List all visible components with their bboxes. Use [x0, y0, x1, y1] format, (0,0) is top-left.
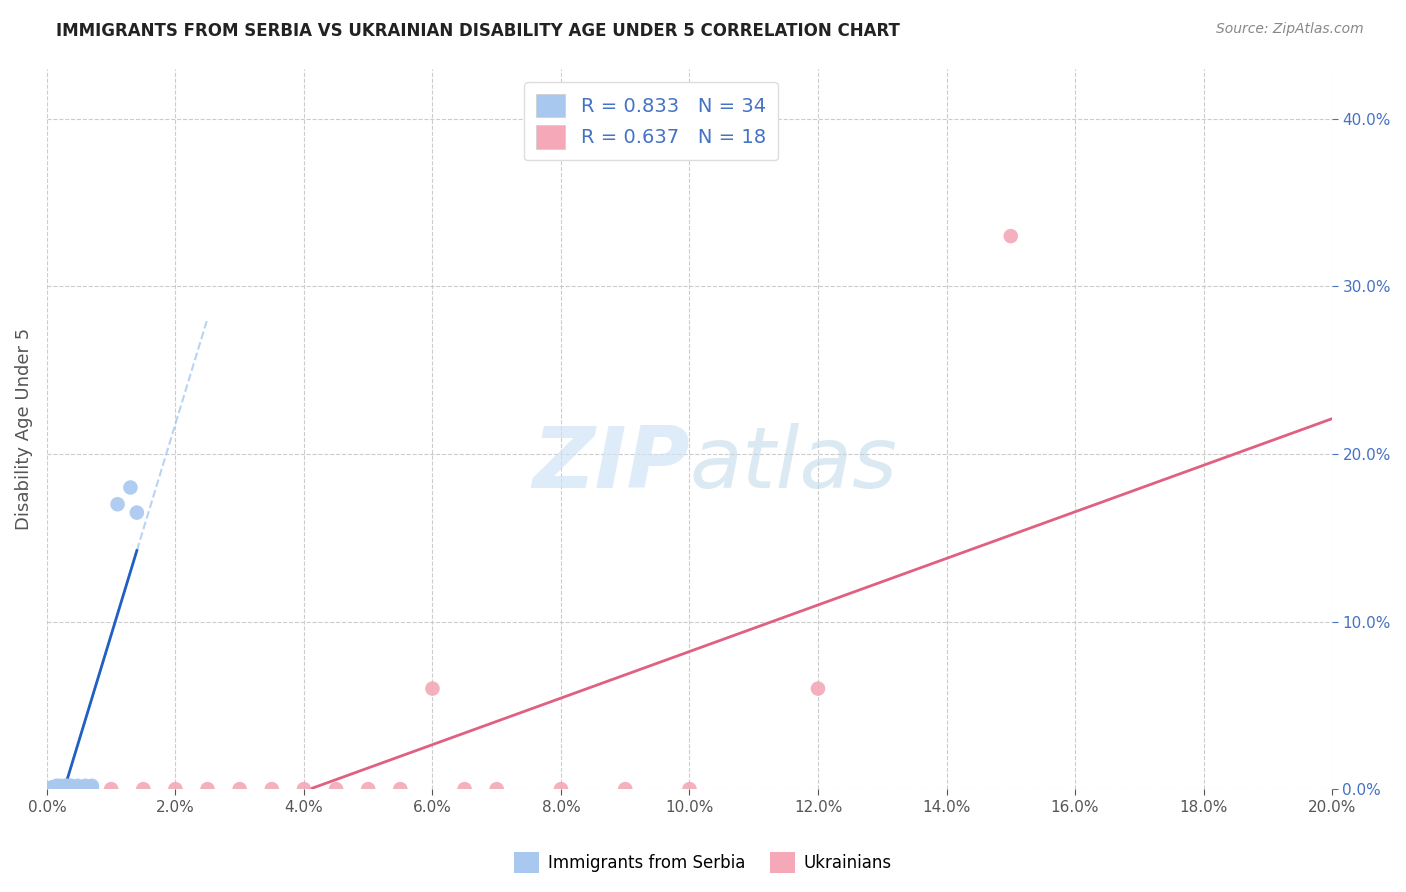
- Point: [80, 780, 103, 795]
- Point: [453, 782, 475, 797]
- Point: [45, 779, 67, 793]
- Legend: Immigrants from Serbia, Ukrainians: Immigrants from Serbia, Ukrainians: [508, 846, 898, 880]
- Point: [325, 782, 347, 797]
- Point: [52, 780, 75, 795]
- Point: [67, 780, 90, 795]
- Point: [48, 779, 70, 793]
- Point: [67, 782, 90, 797]
- Point: [55, 779, 77, 793]
- Point: [807, 681, 830, 696]
- Point: [39, 782, 62, 797]
- Point: [60, 779, 83, 793]
- Point: [107, 497, 129, 511]
- Point: [52, 780, 75, 795]
- Text: atlas: atlas: [689, 424, 897, 507]
- Point: [260, 782, 283, 797]
- Point: [41, 780, 63, 795]
- Point: [678, 782, 700, 797]
- Text: ZIP: ZIP: [531, 424, 689, 507]
- Text: Source: ZipAtlas.com: Source: ZipAtlas.com: [1216, 22, 1364, 37]
- Point: [357, 782, 380, 797]
- Point: [45, 782, 67, 797]
- Point: [49, 780, 72, 795]
- Point: [66, 779, 89, 793]
- Point: [75, 780, 97, 795]
- Point: [58, 780, 80, 795]
- Point: [80, 779, 103, 793]
- Point: [485, 782, 508, 797]
- Point: [53, 779, 76, 793]
- Point: [62, 780, 84, 795]
- Point: [292, 782, 315, 797]
- Point: [42, 782, 65, 797]
- Point: [63, 780, 86, 795]
- Point: [422, 681, 444, 696]
- Point: [100, 782, 122, 797]
- Point: [120, 481, 142, 495]
- Point: [550, 782, 572, 797]
- Point: [44, 782, 66, 797]
- Point: [197, 782, 219, 797]
- Point: [75, 779, 97, 793]
- Legend: R = 0.833   N = 34, R = 0.637   N = 18: R = 0.833 N = 34, R = 0.637 N = 18: [524, 82, 778, 161]
- Point: [58, 779, 80, 793]
- Y-axis label: Disability Age Under 5: Disability Age Under 5: [15, 327, 32, 530]
- Point: [228, 782, 250, 797]
- Point: [132, 782, 155, 797]
- Point: [125, 506, 148, 520]
- Point: [389, 782, 412, 797]
- Point: [55, 780, 77, 795]
- Point: [1000, 229, 1022, 244]
- Point: [614, 782, 637, 797]
- Point: [41, 780, 63, 795]
- Point: [48, 782, 70, 797]
- Point: [44, 780, 66, 795]
- Point: [165, 782, 187, 797]
- Point: [55, 782, 77, 797]
- Text: IMMIGRANTS FROM SERBIA VS UKRAINIAN DISABILITY AGE UNDER 5 CORRELATION CHART: IMMIGRANTS FROM SERBIA VS UKRAINIAN DISA…: [56, 22, 900, 40]
- Point: [62, 782, 84, 797]
- Point: [48, 780, 70, 795]
